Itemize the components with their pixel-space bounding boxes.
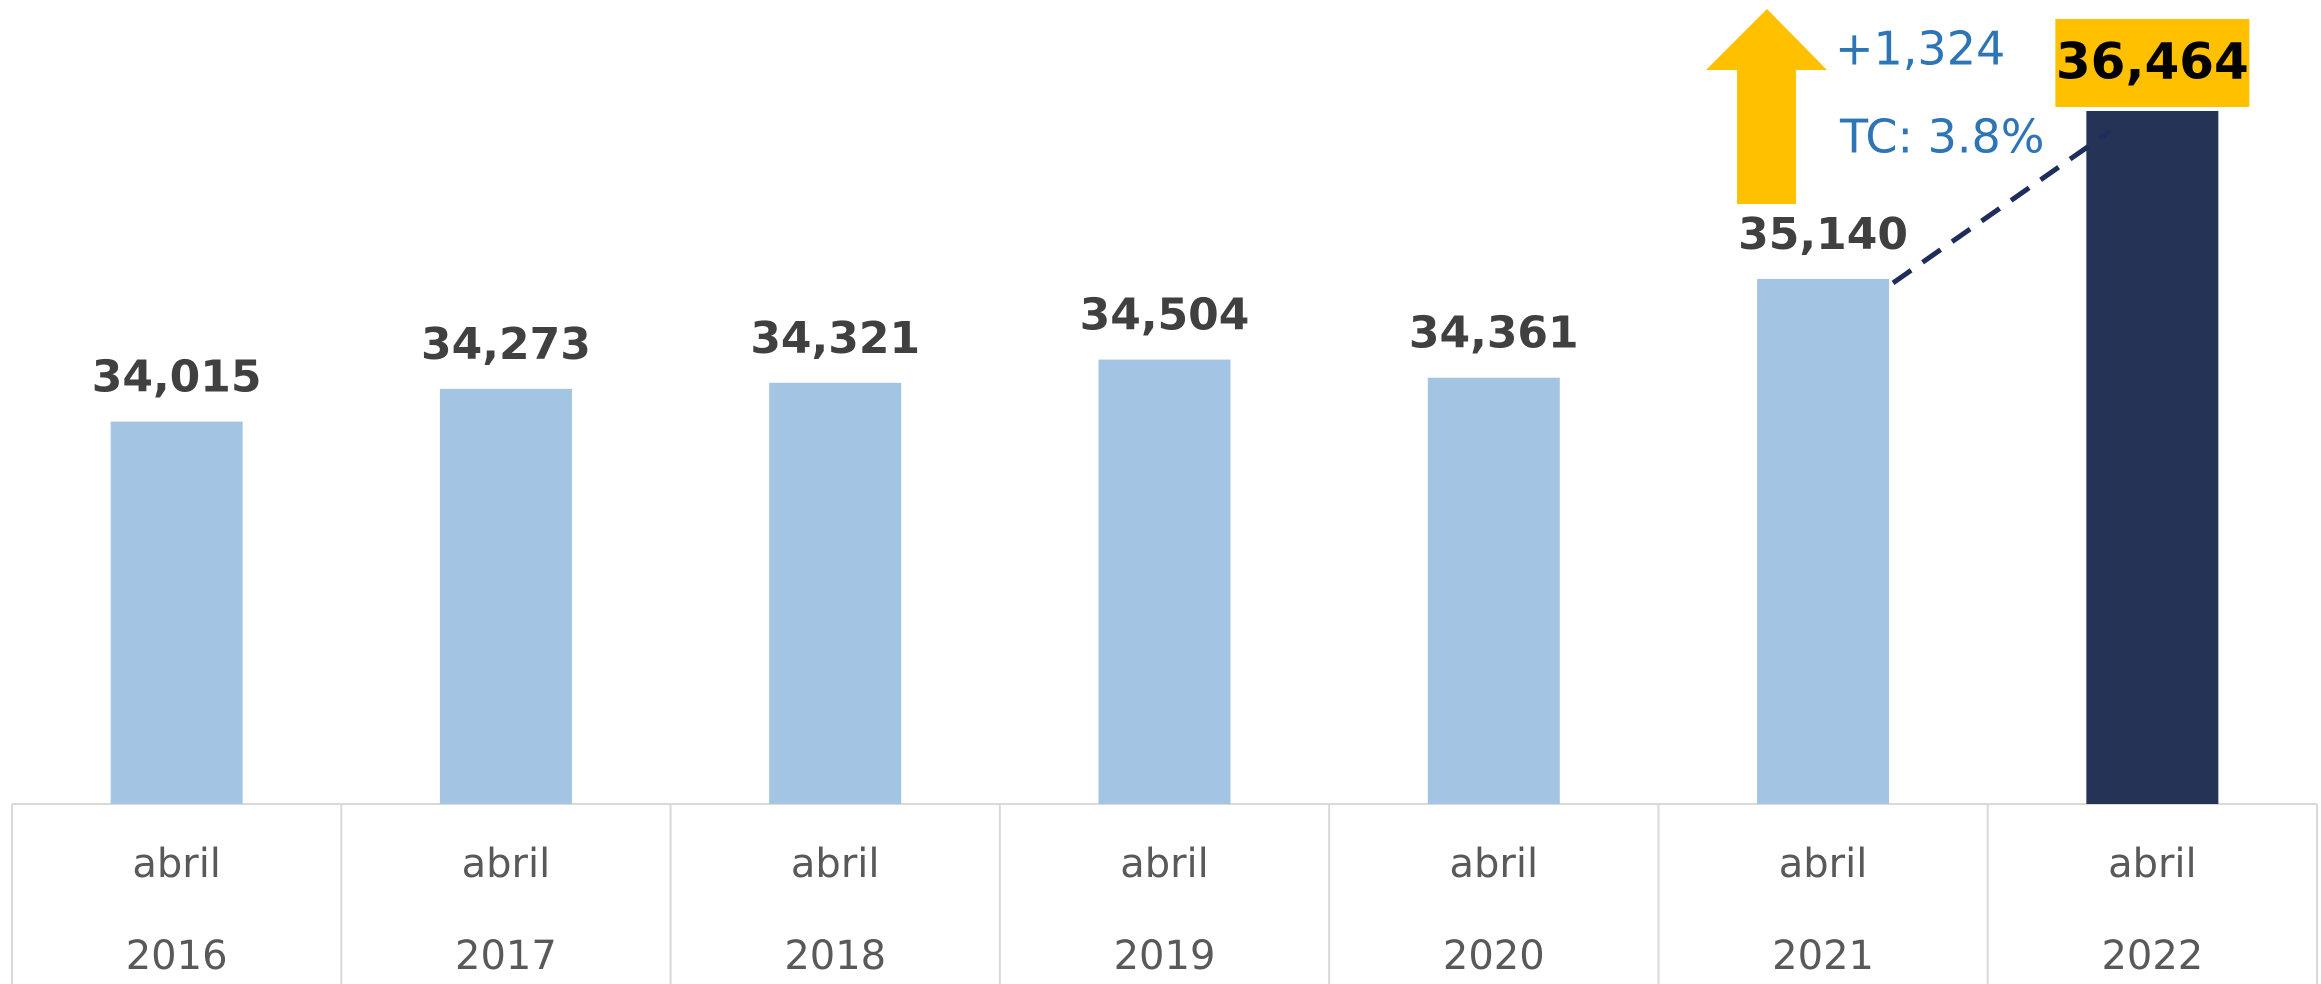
x-tick-label: abril xyxy=(1120,841,1209,887)
x-tick-label: abril xyxy=(462,841,551,887)
page: +1,324 TC: 3.8% 34,015 abril 2016 34,273 abr… xyxy=(0,0,2321,984)
x-tick-label: abril xyxy=(791,841,880,887)
x-tick-label: 2020 xyxy=(1443,933,1545,979)
bar xyxy=(1428,378,1560,804)
x-tick-label: abril xyxy=(1449,841,1538,887)
x-tick-label: 2019 xyxy=(1114,933,1216,979)
value-label: 34,504 xyxy=(1080,290,1250,341)
x-tick-label: 2022 xyxy=(2101,933,2203,979)
x-tick-label: 2021 xyxy=(1772,933,1874,979)
x-tick-label: 2018 xyxy=(784,933,886,979)
annotation-growth: TC: 3.8% xyxy=(1839,110,2045,164)
bar xyxy=(1757,279,1889,804)
value-label: 34,273 xyxy=(421,319,591,370)
x-tick-label: abril xyxy=(132,841,221,887)
x-tick-label: abril xyxy=(1779,841,1868,887)
x-tick-label: 2017 xyxy=(455,933,557,979)
bar xyxy=(769,383,901,804)
value-label: 34,361 xyxy=(1409,308,1579,359)
value-label: 34,015 xyxy=(92,352,262,403)
x-tick-label: abril xyxy=(2108,841,2197,887)
value-label: 34,321 xyxy=(750,313,920,364)
value-label: 35,140 xyxy=(1738,209,1908,260)
bar xyxy=(2086,111,2218,804)
value-label: 36,464 xyxy=(2056,33,2249,91)
bar xyxy=(1099,360,1231,804)
bar xyxy=(440,389,572,804)
increase-arrow xyxy=(1706,9,1827,204)
bar xyxy=(111,422,243,804)
x-tick-label: 2016 xyxy=(126,933,228,979)
annotation-diff: +1,324 xyxy=(1835,22,2005,76)
chart: +1,324 TC: 3.8% 34,015 abril 2016 34,273 abr… xyxy=(0,0,2321,984)
